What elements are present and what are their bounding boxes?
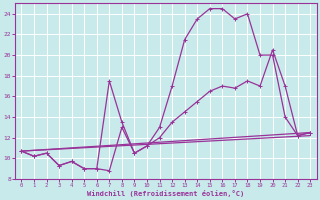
- X-axis label: Windchill (Refroidissement éolien,°C): Windchill (Refroidissement éolien,°C): [87, 190, 244, 197]
